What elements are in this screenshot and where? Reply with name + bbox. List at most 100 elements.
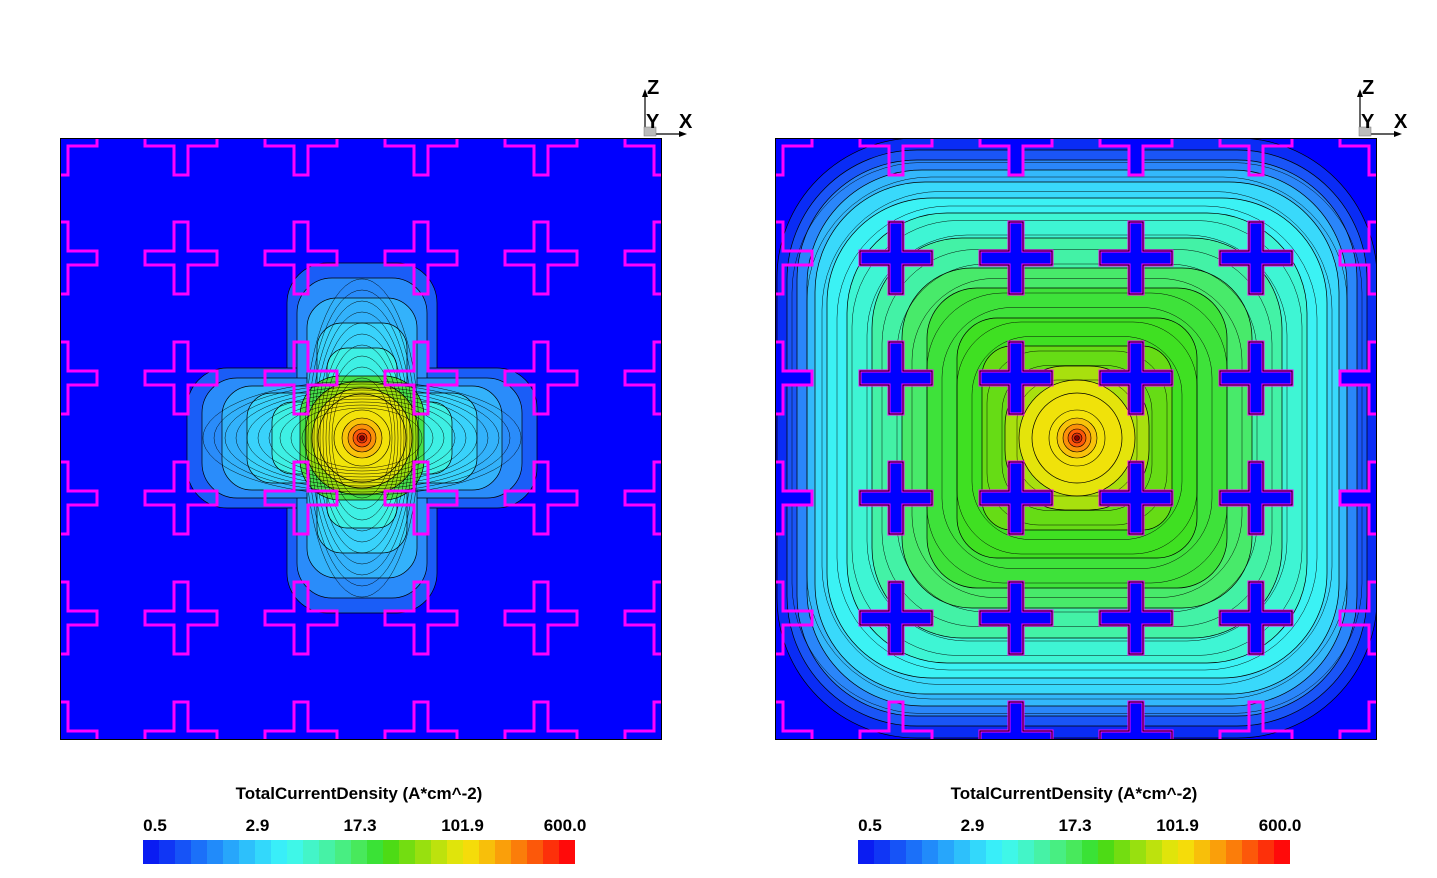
contact-cross-edge <box>859 341 933 415</box>
contour-line <box>821 191 1333 685</box>
colorbar-segment <box>1274 840 1290 864</box>
colorbar-segment <box>954 840 970 864</box>
colorbar-segment <box>447 840 463 864</box>
contact-cross <box>1338 700 1376 739</box>
contact-cross-edge <box>979 341 1053 415</box>
contact-cross <box>61 220 99 296</box>
colorbar-segment <box>415 840 431 864</box>
contour-line <box>310 300 414 576</box>
colorbar-segment <box>239 840 255 864</box>
colorbar-segment <box>479 840 495 864</box>
contour-line <box>202 380 522 496</box>
colorbar-segment <box>1258 840 1274 864</box>
contact-cross <box>776 700 814 739</box>
contact-cross <box>776 580 814 656</box>
contact-cross <box>1338 220 1376 296</box>
contour-line <box>1001 365 1153 511</box>
contour-line <box>851 220 1303 656</box>
contour-line <box>836 205 1318 671</box>
right-panel: Z Y X TotalCurrentDensity (A*cm^-2) 0.5 2… <box>718 0 1436 878</box>
contact-cross <box>61 139 99 177</box>
colorbar-segment <box>207 840 223 864</box>
colorbar-segment <box>287 840 303 864</box>
colorbar-tick-label: 17.3 <box>343 816 377 835</box>
contact-cross-edge <box>859 581 933 655</box>
contact-cross <box>143 580 219 656</box>
contact-cross <box>143 139 219 177</box>
contact-cross <box>61 340 99 416</box>
contour-line <box>956 321 1198 555</box>
colorbar-segment <box>970 840 986 864</box>
contour-line <box>213 383 511 493</box>
colorbar-segment <box>922 840 938 864</box>
x-axis-label: X <box>679 111 693 133</box>
contour-line <box>911 278 1243 598</box>
colorbar-segment <box>495 840 511 864</box>
contour-line <box>806 176 1348 700</box>
contact-cross-edge <box>979 221 1053 295</box>
colorbar-segment <box>1002 840 1018 864</box>
contour-line <box>235 389 489 487</box>
contact-cross-edge <box>979 461 1053 535</box>
contact-cross <box>623 340 661 416</box>
colorbar-segment <box>319 840 335 864</box>
contact-cross-edge <box>979 581 1053 655</box>
colorbar-segment <box>1162 840 1178 864</box>
colorbar <box>143 840 575 864</box>
x-axis-label: X <box>1394 111 1408 133</box>
contour-line <box>307 289 417 587</box>
contact-cross <box>503 340 579 416</box>
colorbar-segment <box>383 840 399 864</box>
contact-cross <box>1098 139 1174 177</box>
contact-cross <box>263 220 339 296</box>
contour-line <box>301 407 423 469</box>
colorbar-segment <box>1114 840 1130 864</box>
contact-cross <box>263 580 339 656</box>
colorbar-segment <box>906 840 922 864</box>
axes-arrows-icon <box>1357 89 1402 137</box>
colorbar-ticks: 0.5 2.9 17.3 101.9 600.0 <box>140 816 586 838</box>
contact-cross <box>383 139 459 177</box>
colorbar-segment <box>858 840 874 864</box>
current-density-plot <box>60 138 662 740</box>
contour-line <box>941 307 1213 569</box>
contact-cross-edge <box>1099 581 1173 655</box>
contact-cross <box>623 220 661 296</box>
contour-line <box>926 292 1228 584</box>
contour-line <box>1016 379 1138 497</box>
colorbar-segment <box>367 840 383 864</box>
contour-line <box>290 404 434 472</box>
contact-cross-edge <box>1099 461 1173 535</box>
contour-line <box>224 386 500 490</box>
y-axis-label: Y <box>1361 111 1375 133</box>
colorbar-segment <box>223 840 239 864</box>
contour-line <box>304 278 420 598</box>
contour-line <box>268 398 456 478</box>
contact-cross <box>1338 460 1376 536</box>
contact-cross <box>383 460 459 536</box>
contour-line <box>331 377 393 499</box>
contact-cross <box>503 220 579 296</box>
current-density-plot <box>775 138 1377 740</box>
contact-cross <box>1338 580 1376 656</box>
colorbar-tick-label: 17.3 <box>1058 816 1092 835</box>
colorbar-segment <box>271 840 287 864</box>
contact-cross-edge <box>1099 341 1173 415</box>
colorbar-segment <box>1194 840 1210 864</box>
colorbar-segment <box>399 840 415 864</box>
contact-cross-edge <box>859 221 933 295</box>
contact-cross <box>61 700 99 739</box>
colorbar-segment <box>1034 840 1050 864</box>
colorbar-segment <box>1098 840 1114 864</box>
z-axis-label: Z <box>1362 77 1375 99</box>
contour-field <box>61 139 661 739</box>
contact-cross <box>776 139 814 177</box>
contact-cross <box>503 460 579 536</box>
contact-cross <box>776 340 814 416</box>
colorbar-tick-label: 600.0 <box>1258 816 1302 835</box>
colorbar-tick-label: 101.9 <box>441 816 484 835</box>
colorbar-segment <box>1082 840 1098 864</box>
contour-line <box>791 162 1363 714</box>
colorbar-segment <box>351 840 367 864</box>
colorbar-segment <box>1050 840 1066 864</box>
